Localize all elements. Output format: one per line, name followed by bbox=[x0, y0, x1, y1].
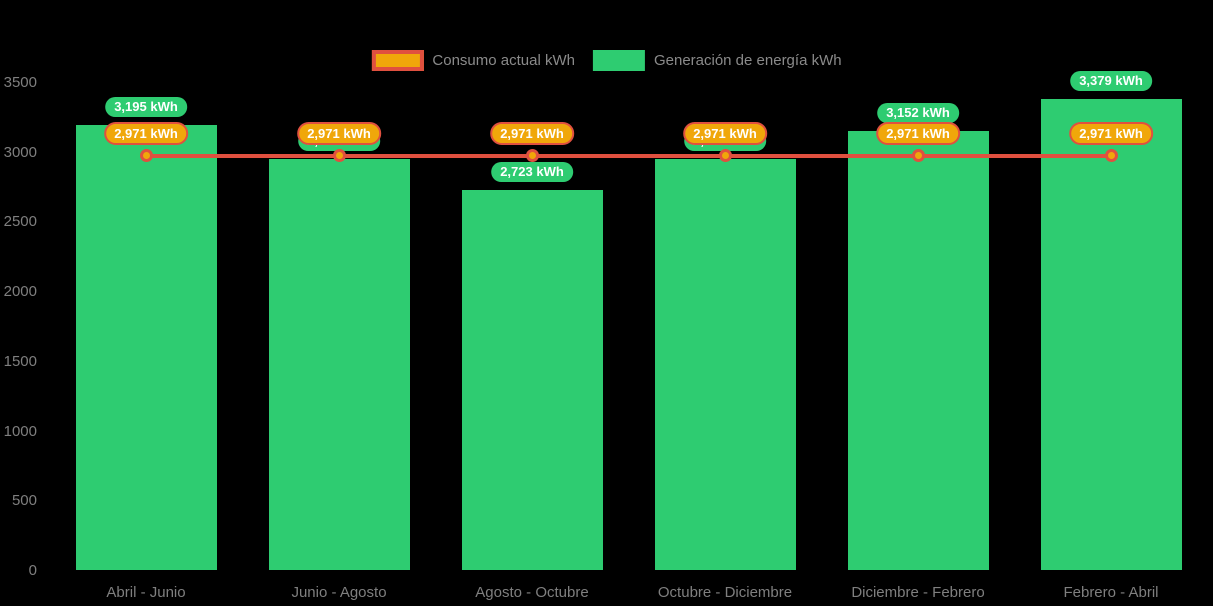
y-axis-tick: 0 bbox=[28, 562, 37, 579]
legend-item-generacion[interactable]: Generación de energía kWh bbox=[592, 50, 842, 71]
y-axis-tick: 2500 bbox=[3, 213, 37, 231]
consumption-value-label: 2,971 kWh bbox=[1069, 121, 1153, 145]
consumo-swatch-icon bbox=[371, 50, 424, 71]
consumption-point[interactable] bbox=[139, 149, 153, 163]
legend-label-consumo: Consumo actual kWh bbox=[432, 52, 575, 69]
legend-item-consumo[interactable]: Consumo actual kWh bbox=[371, 50, 575, 71]
consumption-value-label: 2,971 kWh bbox=[104, 121, 188, 145]
x-axis-label: Febrero - Abril bbox=[1063, 584, 1159, 601]
y-axis-tick: 3500 bbox=[3, 74, 37, 91]
y-axis-tick: 500 bbox=[11, 492, 37, 510]
x-axis-label: Diciembre - Febrero bbox=[851, 584, 985, 601]
x-axis-label: Octubre - Diciembre bbox=[657, 584, 793, 601]
generation-value-label: 2,723 kWh bbox=[491, 162, 573, 183]
consumption-point[interactable] bbox=[525, 149, 539, 163]
consumption-value-label: 2,971 kWh bbox=[876, 121, 960, 145]
consumption-point[interactable] bbox=[911, 149, 925, 163]
generation-value-label: 3,195 kWh bbox=[105, 96, 187, 117]
consumption-value-label: 2,971 kWh bbox=[683, 121, 767, 145]
generation-bar[interactable] bbox=[654, 158, 796, 570]
y-axis-tick: 1500 bbox=[3, 352, 37, 370]
y-axis-tick: 1000 bbox=[3, 422, 37, 440]
x-axis-label: Abril - Junio bbox=[106, 584, 186, 601]
generation-bar[interactable] bbox=[75, 124, 217, 570]
generation-bar[interactable] bbox=[1040, 98, 1182, 570]
generation-bar[interactable] bbox=[847, 130, 989, 570]
y-axis-tick: 2000 bbox=[3, 283, 37, 301]
consumption-value-label: 2,971 kWh bbox=[490, 121, 574, 145]
x-axis-label: Junio - Agosto bbox=[291, 584, 387, 601]
y-axis-tick: 3000 bbox=[3, 143, 37, 161]
generation-value-label: 3,379 kWh bbox=[1070, 70, 1152, 91]
generacion-swatch-icon bbox=[592, 50, 645, 71]
generation-bar[interactable] bbox=[461, 190, 603, 570]
consumption-point[interactable] bbox=[1104, 149, 1118, 163]
consumption-point[interactable] bbox=[332, 149, 346, 163]
legend-label-generacion: Generación de energía kWh bbox=[653, 52, 842, 69]
generation-bar[interactable] bbox=[268, 158, 410, 570]
legend: Consumo actual kWh Generación de energía… bbox=[371, 50, 842, 71]
consumption-value-label: 2,971 kWh bbox=[297, 121, 381, 145]
consumption-line bbox=[146, 153, 1111, 158]
generation-value-label: 3,152 kWh bbox=[877, 102, 959, 123]
consumption-point[interactable] bbox=[718, 149, 732, 163]
x-axis-label: Agosto - Octubre bbox=[475, 584, 589, 601]
